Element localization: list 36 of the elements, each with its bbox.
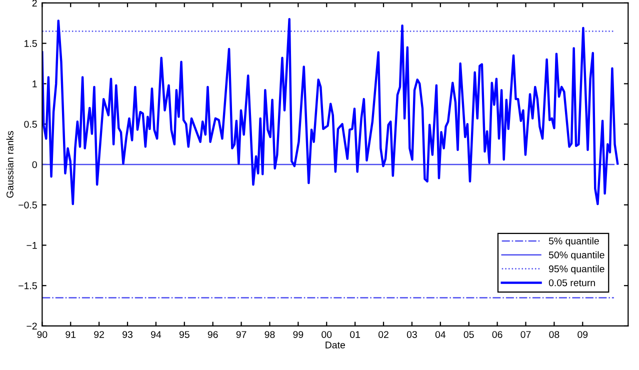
y-tick-label: 1 xyxy=(32,80,37,88)
y-axis-title: Gaussian ranks xyxy=(6,131,14,198)
y-tick-label: 0 xyxy=(32,161,37,168)
legend-label: 0.05 return xyxy=(548,279,595,286)
x-tick-label: 98 xyxy=(264,331,275,338)
x-tick-label: 00 xyxy=(322,331,332,338)
legend-label: 95% quantile xyxy=(548,265,604,274)
y-tick-label: −1 xyxy=(26,242,37,249)
x-tick-label: 92 xyxy=(94,331,104,338)
legend-label: 50% quantile xyxy=(548,251,604,260)
x-tick-label: 06 xyxy=(492,331,502,338)
x-tick-label: 01 xyxy=(350,331,360,338)
x-tick-label: 02 xyxy=(378,331,388,338)
x-tick-label: 97 xyxy=(236,331,246,338)
line-series xyxy=(42,18,619,206)
y-tick-label: 0.5 xyxy=(24,120,37,128)
x-tick-label: 96 xyxy=(208,331,218,338)
y-tick-label: −1.5 xyxy=(18,282,37,290)
x-tick-label: 99 xyxy=(293,331,304,338)
x-tick-label: 09 xyxy=(578,331,588,338)
y-tick-label: 1.5 xyxy=(24,40,37,47)
x-tick-label: 07 xyxy=(520,331,531,338)
y-tick-label: −2 xyxy=(26,322,37,330)
x-tick-label: 04 xyxy=(435,331,446,338)
x-tick-label: 95 xyxy=(179,331,190,338)
x-tick-label: 90 xyxy=(37,331,48,338)
x-axis-title: Date xyxy=(326,342,345,348)
legend-label: 5% quantile xyxy=(548,237,599,246)
x-tick-label: 94 xyxy=(151,331,162,338)
y-tick-label: 2 xyxy=(32,0,37,6)
x-tick-label: 03 xyxy=(406,331,417,338)
y-tick-label: −0.5 xyxy=(18,202,37,208)
x-tick-label: 91 xyxy=(66,331,76,338)
x-tick-label: 05 xyxy=(464,331,474,338)
x-tick-label: 08 xyxy=(549,331,560,338)
x-tick-label: 93 xyxy=(122,331,132,338)
